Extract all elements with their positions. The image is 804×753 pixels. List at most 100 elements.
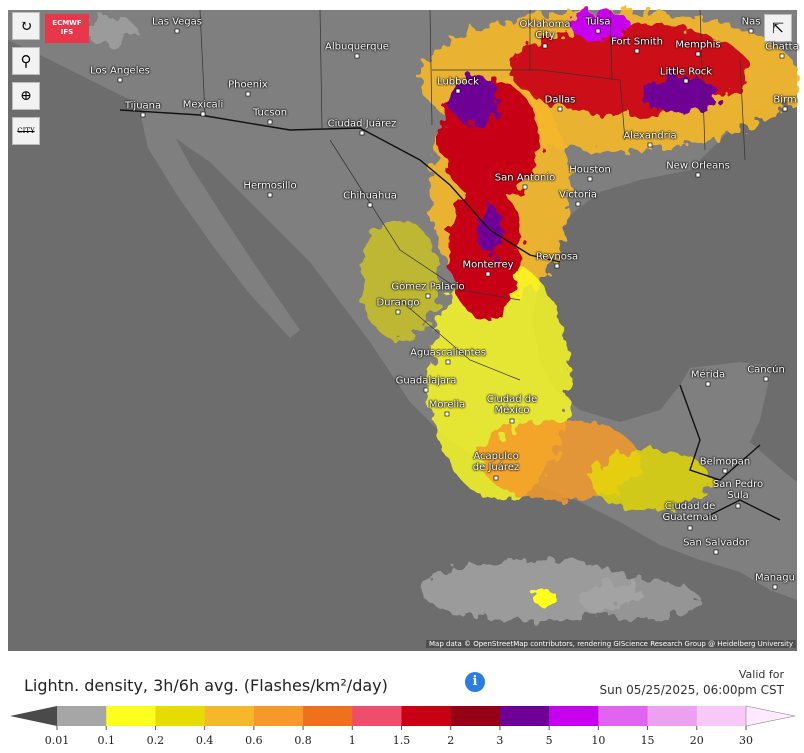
city-dot [395, 309, 401, 315]
city-dot [587, 176, 593, 182]
badge-top: ECMWF [52, 19, 82, 27]
city-label: Phoenix [228, 79, 268, 91]
state-lines [199, 9, 746, 381]
color-swatch [303, 706, 353, 726]
city-label: Monterrey [462, 259, 514, 271]
tick-label: 0.4 [195, 734, 214, 747]
color-swatch [57, 706, 107, 726]
city-dot [647, 142, 653, 148]
city-label: Mexicali [182, 99, 224, 111]
city-label: Dallas [544, 94, 576, 106]
city-label: Guadalajara [395, 375, 457, 387]
city-dot [200, 111, 206, 117]
city-label: San Salvador [683, 537, 749, 549]
tick-label: 0.8 [294, 734, 312, 747]
city-label: Alexandria [623, 130, 677, 142]
city-dot [542, 43, 548, 49]
city-dot [354, 53, 360, 59]
city-dot [509, 418, 515, 424]
tick-label: 0.01 [44, 734, 70, 747]
legend-panel [0, 651, 804, 753]
city-label: Durango [376, 297, 420, 309]
city-dot [554, 263, 560, 269]
city-label: Acapulco de Juárez [472, 451, 520, 473]
city-dot [557, 106, 563, 112]
city-dot [117, 77, 123, 83]
city-dot [772, 584, 778, 590]
model-badge[interactable]: ECMWF IFS [45, 14, 89, 43]
city-label: Aguascalientes [410, 347, 486, 359]
badge-bottom: IFS [60, 28, 74, 36]
city-label: Tulsa [585, 16, 611, 28]
share-button[interactable]: ⇱ [764, 14, 792, 42]
city-label: Memphis [675, 39, 721, 51]
attribution: Map data © OpenStreetMap contributors, r… [426, 640, 796, 648]
lightning-overlay [85, 10, 800, 620]
color-swatch [499, 706, 550, 726]
city-label: New Orleans [666, 160, 730, 172]
tick-label: 3 [496, 734, 504, 747]
city-dot [695, 172, 701, 178]
city-label: Victoria [559, 189, 597, 201]
city-label: Ciudad de Guatemala [662, 501, 718, 523]
city-label: Nas [741, 16, 761, 28]
city-label: Chihuahua [343, 190, 397, 202]
colorbar [10, 705, 796, 730]
city-dot [425, 293, 431, 299]
city-label: Mérida [690, 369, 726, 381]
under-arrow [10, 706, 57, 726]
baja [140, 112, 300, 338]
city-label: Managu [755, 572, 795, 584]
city-label: Gómez Palacio [391, 281, 465, 293]
borders [119, 109, 781, 521]
city-label: Houston [569, 164, 611, 176]
zoom-button[interactable]: ⊕ [12, 82, 40, 110]
city-label: Albuquerque [325, 41, 389, 53]
color-swatch [401, 706, 452, 726]
city-label: San Antonio [494, 172, 556, 184]
city-dot [575, 201, 581, 207]
tick-label: 2 [447, 734, 455, 747]
city-dot [713, 549, 719, 555]
tick-label: 1.5 [392, 734, 411, 747]
city-dot [748, 28, 754, 34]
city-dot [722, 468, 728, 474]
city-dot [683, 78, 689, 84]
color-swatch [352, 706, 402, 726]
city-dot [634, 48, 640, 54]
tick-label: 15 [640, 734, 655, 747]
city-label: Tucson [252, 107, 288, 119]
city-dot [423, 387, 429, 393]
city-dot [485, 271, 491, 277]
valid-label: Valid for [738, 668, 784, 681]
tick-label: 30 [739, 734, 753, 747]
city-dot [687, 525, 693, 531]
tick-label: 5 [545, 734, 553, 747]
tick-label: 10 [591, 734, 606, 747]
tick-label: 1 [348, 734, 356, 747]
city-dot [367, 202, 373, 208]
city-label: Birm [773, 94, 797, 106]
city-dot [695, 51, 701, 57]
city-label: Fort Smith [611, 36, 663, 48]
refresh-button[interactable]: ↻ [12, 12, 40, 40]
city-dot [522, 184, 528, 190]
city-label: Hermosillo [243, 180, 297, 192]
tick-label: 0.6 [245, 734, 263, 747]
city-dot [359, 130, 365, 136]
city-label: Morelia [428, 399, 466, 411]
city-dot [782, 106, 788, 112]
color-swatch [549, 706, 599, 726]
city-dot [174, 28, 180, 34]
city-button[interactable]: CITY [12, 117, 40, 145]
city-label: San Pedro Sula [712, 479, 764, 501]
city-dot [763, 376, 769, 382]
city-dot [735, 503, 741, 509]
color-swatch [106, 706, 156, 726]
city-dot [267, 192, 273, 198]
city-label: Reynosa [535, 251, 579, 263]
location-button[interactable]: ⚲ [12, 47, 40, 75]
info-button[interactable]: i [465, 672, 485, 692]
city-label: Ciudad Juárez [327, 118, 397, 130]
